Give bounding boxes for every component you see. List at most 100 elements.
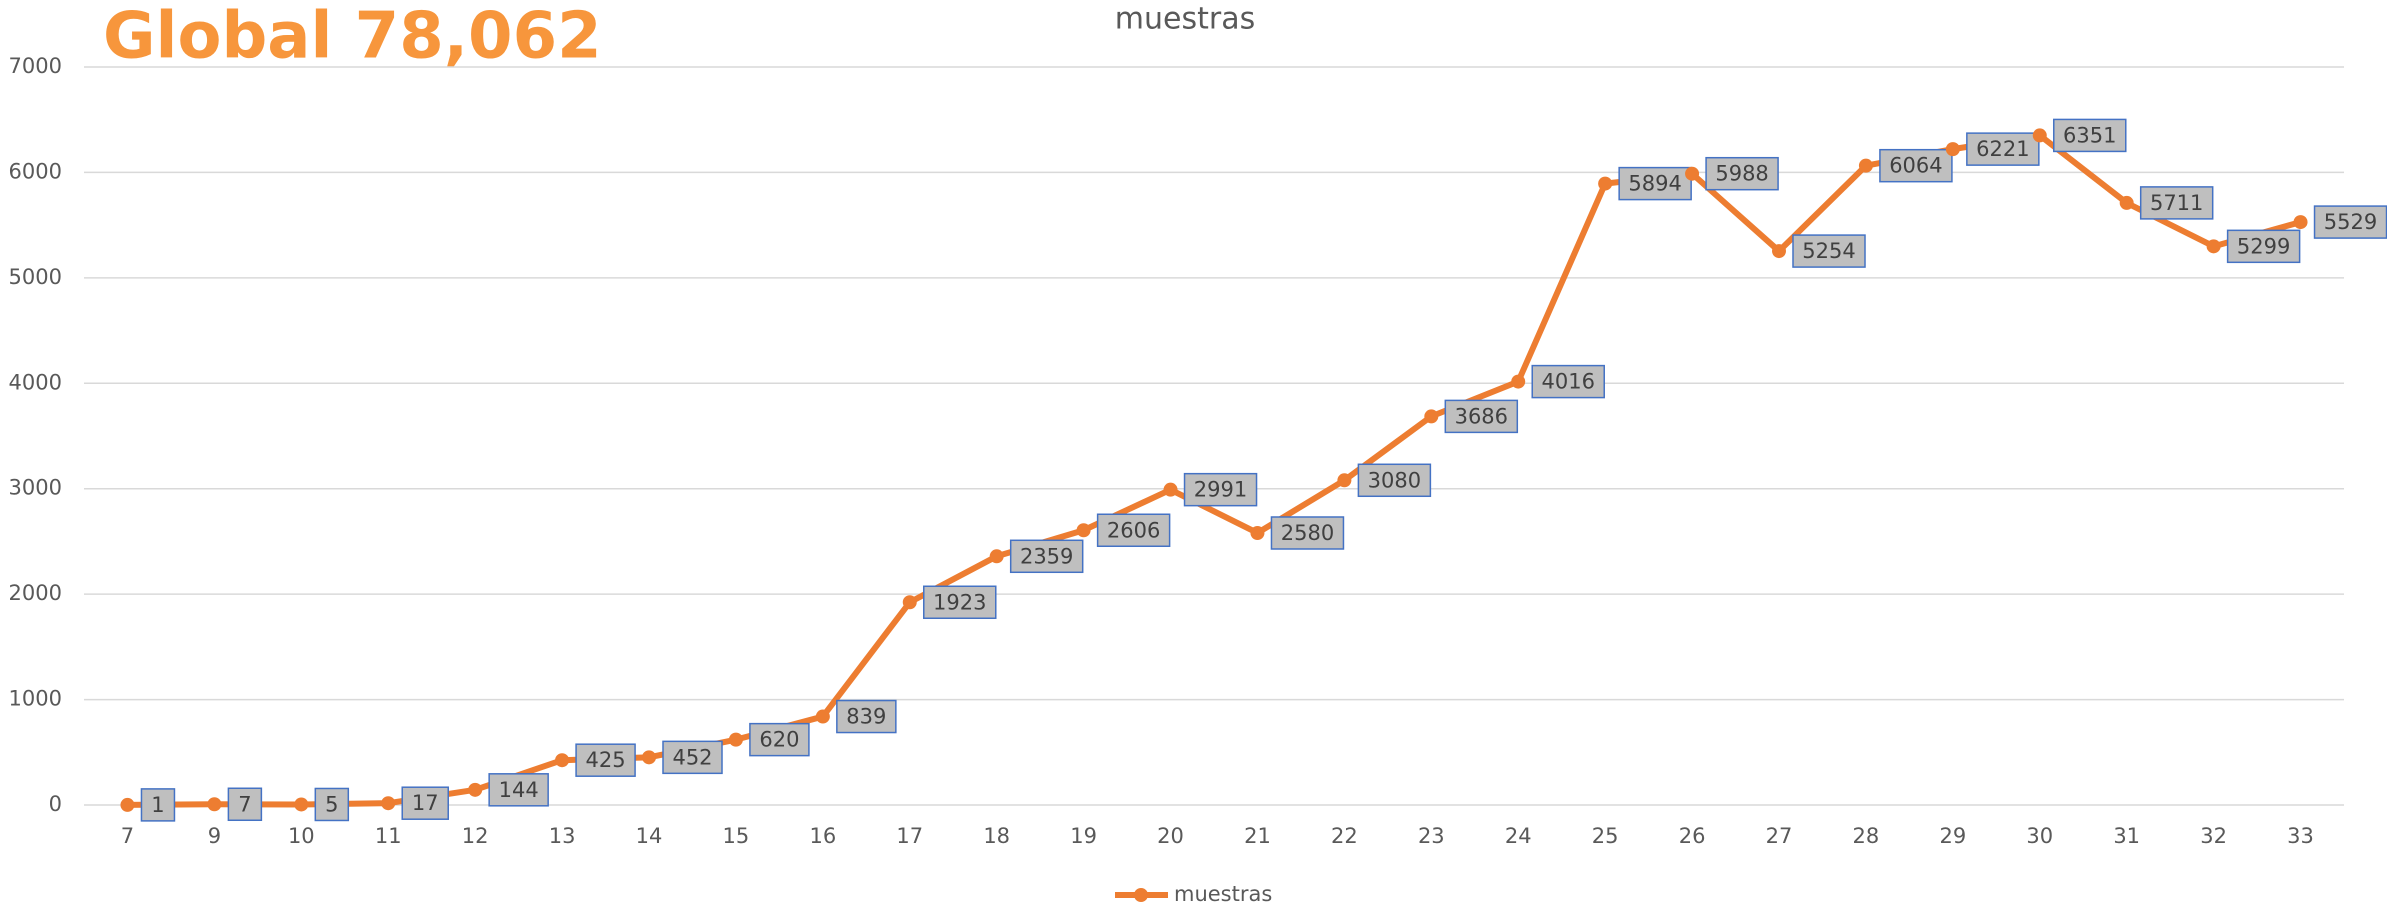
data-label-box bbox=[2053, 118, 2127, 153]
x-tick-label: 12 bbox=[462, 824, 489, 848]
data-label: 1923 bbox=[933, 590, 986, 614]
x-tick-label: 27 bbox=[1766, 824, 1793, 848]
annotation: Global 78,062 bbox=[103, 0, 602, 74]
y-tick-label: 2000 bbox=[9, 581, 62, 605]
x-tick-label: 13 bbox=[549, 824, 576, 848]
x-tick-label: 29 bbox=[1939, 824, 1966, 848]
x-tick-label: 17 bbox=[896, 824, 923, 848]
data-label-box bbox=[1096, 513, 1171, 548]
x-tick-label: 7 bbox=[121, 824, 134, 848]
y-tick-label: 0 bbox=[49, 792, 62, 816]
data-point bbox=[555, 753, 570, 768]
data-label: 6064 bbox=[1889, 154, 1942, 178]
data-line bbox=[127, 132, 2302, 808]
data-label-box bbox=[1792, 234, 1866, 268]
data-label: 17 bbox=[412, 791, 439, 815]
y-tick-label: 5000 bbox=[9, 265, 62, 289]
data-label-box bbox=[836, 699, 897, 734]
data-label-box bbox=[1705, 156, 1779, 191]
data-point bbox=[2119, 195, 2134, 210]
x-tick-label: 10 bbox=[288, 824, 315, 848]
data-label-box bbox=[662, 740, 723, 775]
data-label: 5988 bbox=[1715, 162, 1768, 186]
data-point bbox=[381, 796, 396, 811]
x-tick-label: 30 bbox=[2026, 824, 2053, 848]
y-tick-label: 6000 bbox=[9, 159, 62, 183]
data-point bbox=[728, 732, 743, 747]
data-label: 7 bbox=[238, 792, 251, 816]
data-label-box bbox=[1966, 132, 2040, 166]
x-tick-label: 21 bbox=[1244, 824, 1271, 848]
data-label: 2606 bbox=[1107, 518, 1160, 542]
data-point bbox=[294, 797, 309, 812]
data-label: 5299 bbox=[2237, 234, 2290, 258]
data-label: 3080 bbox=[1368, 468, 1421, 492]
legend-marker bbox=[1134, 888, 1148, 902]
data-point bbox=[468, 782, 483, 797]
x-tick-label: 25 bbox=[1592, 824, 1619, 848]
data-label-box bbox=[1879, 148, 1953, 183]
data-label: 3686 bbox=[1455, 404, 1508, 428]
data-label: 452 bbox=[672, 745, 712, 769]
y-tick-label: 7000 bbox=[9, 54, 62, 78]
data-label-box bbox=[1444, 399, 1519, 434]
data-label: 6351 bbox=[2063, 123, 2116, 147]
data-point bbox=[2293, 215, 2308, 230]
x-tick-label: 16 bbox=[809, 824, 836, 848]
x-tick-label: 28 bbox=[1853, 824, 1880, 848]
data-label: 5254 bbox=[1802, 239, 1855, 263]
x-tick-label: 23 bbox=[1418, 824, 1445, 848]
x-tick-label: 14 bbox=[636, 824, 663, 848]
data-point bbox=[1858, 158, 1873, 173]
data-label-box bbox=[1531, 364, 1605, 399]
data-point bbox=[1945, 142, 1960, 157]
data-label-box bbox=[2313, 205, 2387, 239]
data-label-box bbox=[1618, 166, 1692, 201]
chart-title: muestras bbox=[1115, 2, 1255, 37]
x-tick-label: 20 bbox=[1157, 824, 1184, 848]
data-point bbox=[1598, 176, 1613, 191]
data-label: 5711 bbox=[2150, 191, 2203, 215]
y-tick-label: 1000 bbox=[9, 687, 62, 711]
x-tick-label: 32 bbox=[2200, 824, 2227, 848]
data-point bbox=[207, 797, 222, 812]
data-label: 5529 bbox=[2324, 210, 2377, 234]
legend-label: muestras bbox=[1174, 882, 1272, 906]
data-point bbox=[1076, 523, 1091, 538]
data-point bbox=[642, 750, 656, 765]
data-point bbox=[1163, 482, 1178, 497]
data-label-box bbox=[923, 585, 997, 620]
data-label: 144 bbox=[499, 778, 539, 802]
data-label-box bbox=[2139, 186, 2214, 220]
x-tick-label: 18 bbox=[983, 824, 1010, 848]
data-label-box bbox=[1009, 539, 1084, 574]
data-point bbox=[1337, 473, 1352, 488]
data-label: 2580 bbox=[1281, 521, 1334, 545]
data-point bbox=[902, 595, 917, 610]
data-label: 6221 bbox=[1976, 137, 2029, 161]
data-point bbox=[1685, 166, 1700, 181]
data-label-box bbox=[1270, 516, 1345, 550]
x-tick-label: 15 bbox=[723, 824, 750, 848]
data-label: 5 bbox=[325, 792, 338, 816]
data-label-box bbox=[575, 743, 636, 777]
x-tick-label: 22 bbox=[1331, 824, 1358, 848]
y-tick-label: 4000 bbox=[9, 370, 62, 394]
data-label-box bbox=[227, 787, 263, 822]
y-tick-label: 3000 bbox=[9, 476, 62, 500]
data-label-box bbox=[1357, 463, 1432, 498]
x-tick-label: 31 bbox=[2113, 824, 2140, 848]
x-tick-label: 26 bbox=[1679, 824, 1706, 848]
x-tick-label: 19 bbox=[1070, 824, 1097, 848]
data-label-box bbox=[140, 788, 176, 822]
data-point bbox=[1424, 409, 1439, 424]
data-label: 4016 bbox=[1542, 370, 1595, 394]
data-point bbox=[120, 797, 135, 812]
x-tick-label: 33 bbox=[2287, 824, 2314, 848]
data-label: 2359 bbox=[1020, 544, 1073, 568]
data-point bbox=[2206, 239, 2221, 254]
data-point bbox=[2032, 128, 2047, 143]
data-point bbox=[815, 709, 830, 724]
data-point bbox=[1511, 374, 1526, 389]
